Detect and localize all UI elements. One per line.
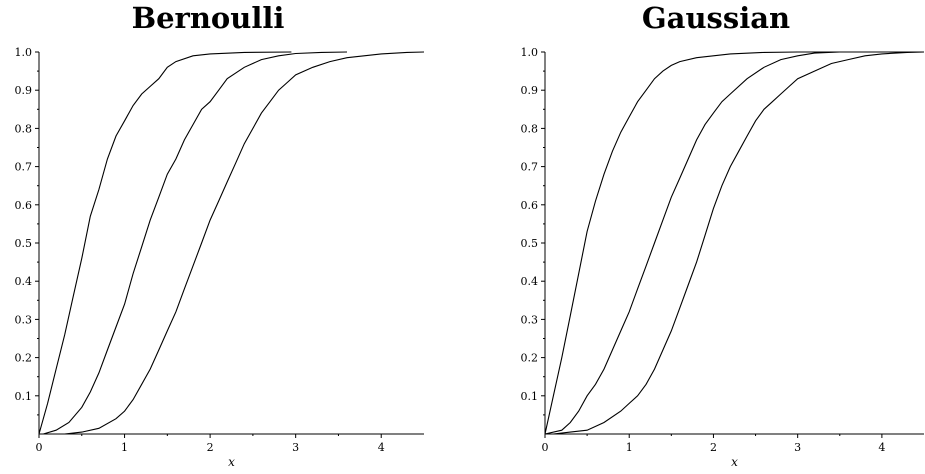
y-tick-label: 0.7 xyxy=(15,161,33,174)
x-tick-label: 2 xyxy=(710,441,717,454)
y-tick-label: 0.9 xyxy=(521,84,539,97)
y-tick-label: 0.8 xyxy=(15,122,33,135)
y-tick-label: 0.4 xyxy=(521,275,539,288)
series-line-3 xyxy=(64,51,425,435)
y-tick-label: 1.0 xyxy=(15,46,33,59)
y-tick-label: 0.3 xyxy=(15,313,33,326)
chart-panel-bernoulli: Bernoulli 0.1 0.2 0.3 0.4 0.5 0.6 0.7 0.8 0.9 1.0 0… xyxy=(15,1,425,469)
x-tick-label: 4 xyxy=(878,441,885,454)
x-tick-label: 4 xyxy=(378,441,385,454)
y-tick-label: 0.6 xyxy=(521,199,539,212)
y-tick-label: 0.3 xyxy=(521,313,539,326)
chart-title: Bernoulli xyxy=(132,1,285,35)
x-tick-label: 1 xyxy=(626,441,633,454)
x-tick-label: 0 xyxy=(542,441,549,454)
series-line-1 xyxy=(544,51,908,435)
y-tick-label: 0.9 xyxy=(15,84,33,97)
y-tick-label: 1.0 xyxy=(521,46,539,59)
x-tick-label: 1 xyxy=(121,441,128,454)
y-tick-label: 0.1 xyxy=(521,390,539,403)
chart-panel-gaussian: Gaussian 0.1 0.2 0.3 0.4 0.5 0.6 0.7 0.8 0.9 1.0 0 1… xyxy=(521,1,925,469)
y-tick-label: 0.5 xyxy=(15,237,33,250)
y-tick-label: 0.2 xyxy=(15,352,33,365)
series-line-3 xyxy=(553,51,925,435)
y-tick-label: 0.4 xyxy=(15,275,33,288)
x-axis-label: x xyxy=(228,455,235,469)
x-tick-label: 3 xyxy=(794,441,801,454)
x-axis-label: x xyxy=(731,455,738,469)
series-line-2 xyxy=(544,51,924,435)
y-tick-label: 0.6 xyxy=(15,199,33,212)
x-tick-label: 0 xyxy=(36,441,43,454)
x-tick-label: 3 xyxy=(292,441,299,454)
x-tick-label: 2 xyxy=(207,441,214,454)
series-line-2 xyxy=(43,51,348,435)
y-tick-label: 0.2 xyxy=(521,352,539,365)
y-tick-label: 0.8 xyxy=(521,122,539,135)
y-tick-label: 0.1 xyxy=(15,390,33,403)
series-line-1 xyxy=(38,51,292,435)
chart-title: Gaussian xyxy=(642,1,790,35)
y-tick-label: 0.7 xyxy=(521,161,539,174)
y-tick-label: 0.5 xyxy=(521,237,539,250)
